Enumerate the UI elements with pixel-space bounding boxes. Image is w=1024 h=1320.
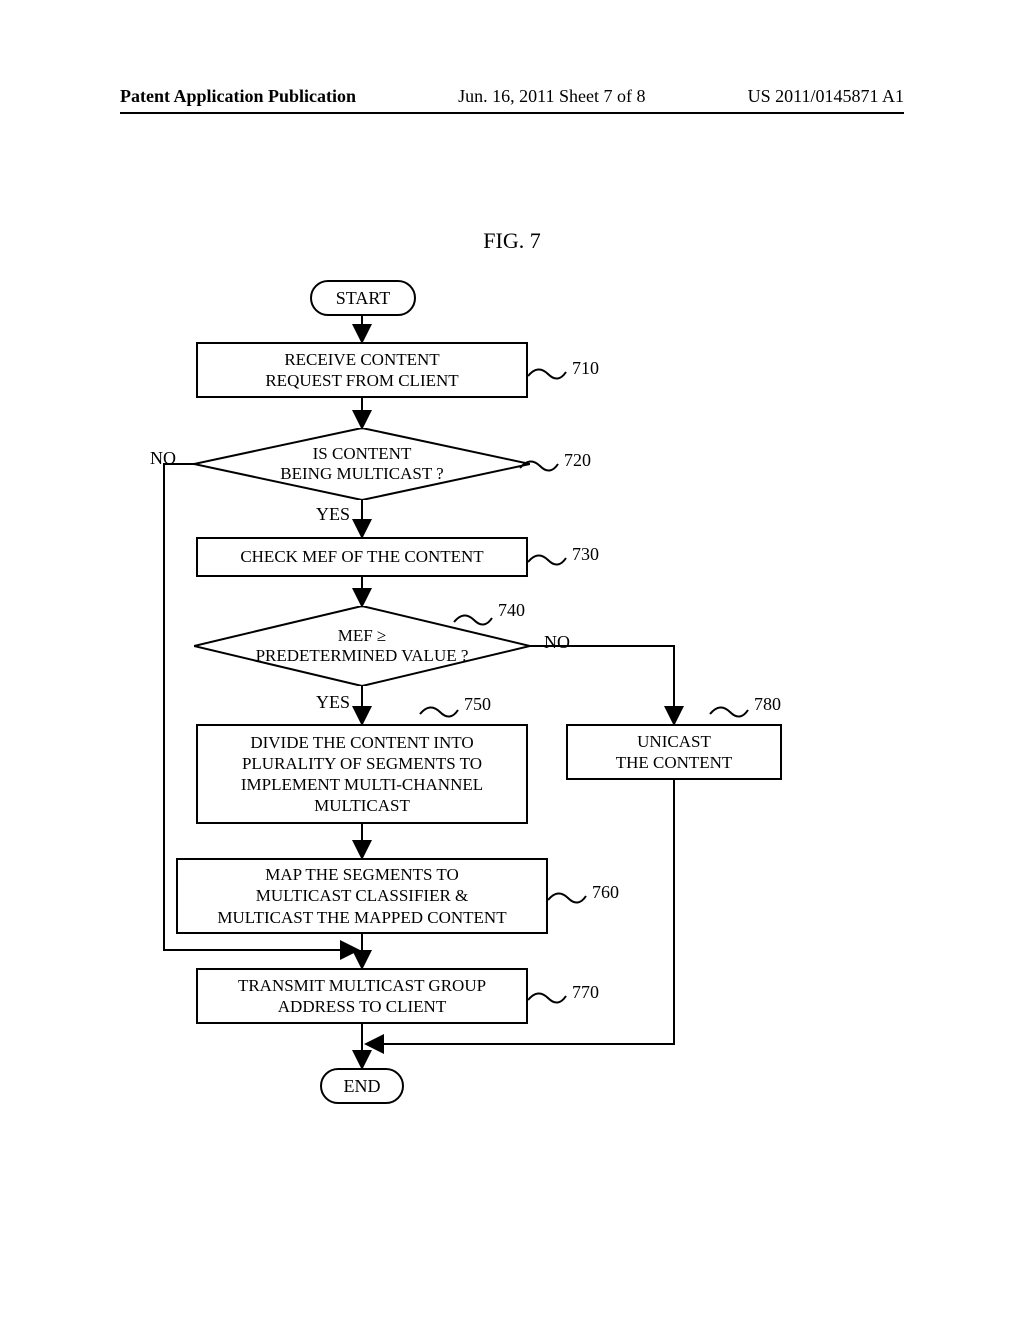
connectors (120, 280, 904, 1160)
header-left: Patent Application Publication (120, 86, 356, 107)
flowchart: START RECEIVE CONTENT REQUEST FROM CLIEN… (120, 280, 904, 1160)
header-center: Jun. 16, 2011 Sheet 7 of 8 (458, 86, 645, 107)
header-right: US 2011/0145871 A1 (748, 86, 904, 107)
header-rule (120, 112, 904, 114)
figure-title: FIG. 7 (0, 228, 1024, 254)
page-header: Patent Application Publication Jun. 16, … (0, 86, 1024, 107)
